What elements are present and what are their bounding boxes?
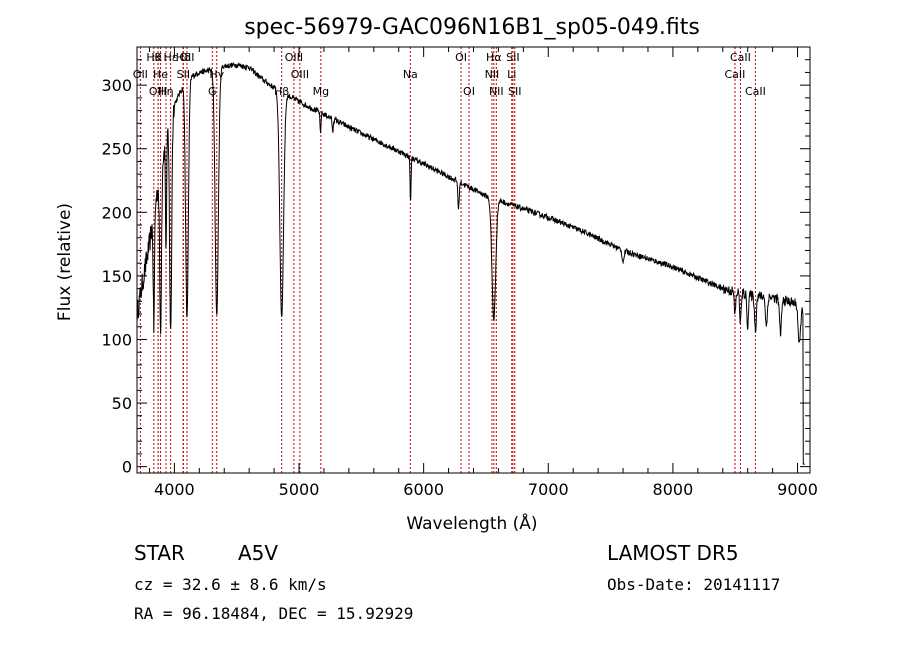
line-marker-label: OIII: [285, 51, 303, 64]
line-marker-label: OII: [133, 68, 148, 81]
line-markers: [139, 47, 756, 473]
line-marker-label: NII: [485, 68, 500, 81]
subclass-label: A5V: [238, 541, 279, 565]
y-tick-label: 100: [101, 330, 132, 349]
x-tick-label: 5000: [279, 480, 320, 499]
line-marker-label: SII: [508, 85, 521, 98]
coordinates-text: RA = 96.18484, DEC = 15.92929: [134, 604, 414, 623]
obs-date-text: Obs-Date: 20141117: [607, 575, 781, 594]
line-marker-label: SII: [506, 51, 519, 64]
y-axis-label: Flux (relative): [55, 203, 75, 321]
y-tick-label: 150: [101, 267, 132, 286]
chart-title: spec-56979-GAC096N16B1_sp05-049.fits: [244, 15, 700, 40]
y-tick-label: 200: [101, 203, 132, 222]
line-marker-label: SII: [177, 68, 190, 81]
x-tick-label: 6000: [403, 480, 444, 499]
line-marker-label: OI: [455, 51, 467, 64]
line-marker-label: Hβ: [274, 85, 289, 98]
x-axis-label: Wavelength (Å): [406, 512, 537, 534]
y-tick-label: 50: [112, 394, 132, 413]
line-marker-label: CaII: [725, 68, 746, 81]
y-tick-label: 250: [101, 140, 132, 159]
line-marker-label: NII: [489, 85, 504, 98]
line-marker-label: Hη: [158, 85, 173, 98]
line-marker-label: OIII: [149, 85, 167, 98]
x-tick-label: 9000: [777, 480, 818, 499]
line-marker-label: Hα: [486, 51, 502, 64]
line-marker-label: Hθ: [146, 51, 161, 64]
line-marker-label: He: [153, 68, 168, 81]
x-tick-label: 7000: [528, 480, 569, 499]
line-marker-label: OI: [463, 85, 475, 98]
class-label: STAR: [134, 541, 185, 565]
redshift-text: cz = 32.6 ± 8.6 km/s: [134, 575, 327, 594]
y-tick-label: 300: [101, 76, 132, 95]
line-marker-label: G: [208, 85, 217, 98]
x-tick-label: 4000: [154, 480, 195, 499]
line-marker-label: OII: [179, 51, 194, 64]
survey-label: LAMOST DR5: [607, 541, 739, 565]
x-axis-ticks: 4000 5000 6000 7000 8000 9000: [148, 47, 818, 499]
y-axis-ticks: 0 50 100 150 200 250 300: [101, 59, 810, 477]
plot-frame: [136, 46, 811, 474]
line-marker-label: OIII: [291, 68, 309, 81]
y-tick-label: 0: [122, 458, 132, 477]
line-marker-label: K: [154, 51, 162, 64]
line-marker-label: Li: [507, 68, 516, 81]
line-marker-label: Mg: [313, 85, 329, 98]
x-tick-label: 8000: [653, 480, 694, 499]
line-marker-label: CaII: [745, 85, 766, 98]
spectrum-line: [136, 61, 805, 465]
line-marker-label: Hδ: [176, 51, 191, 64]
line-marker-label: Na: [403, 68, 418, 81]
line-marker-label: CaII: [730, 51, 751, 64]
